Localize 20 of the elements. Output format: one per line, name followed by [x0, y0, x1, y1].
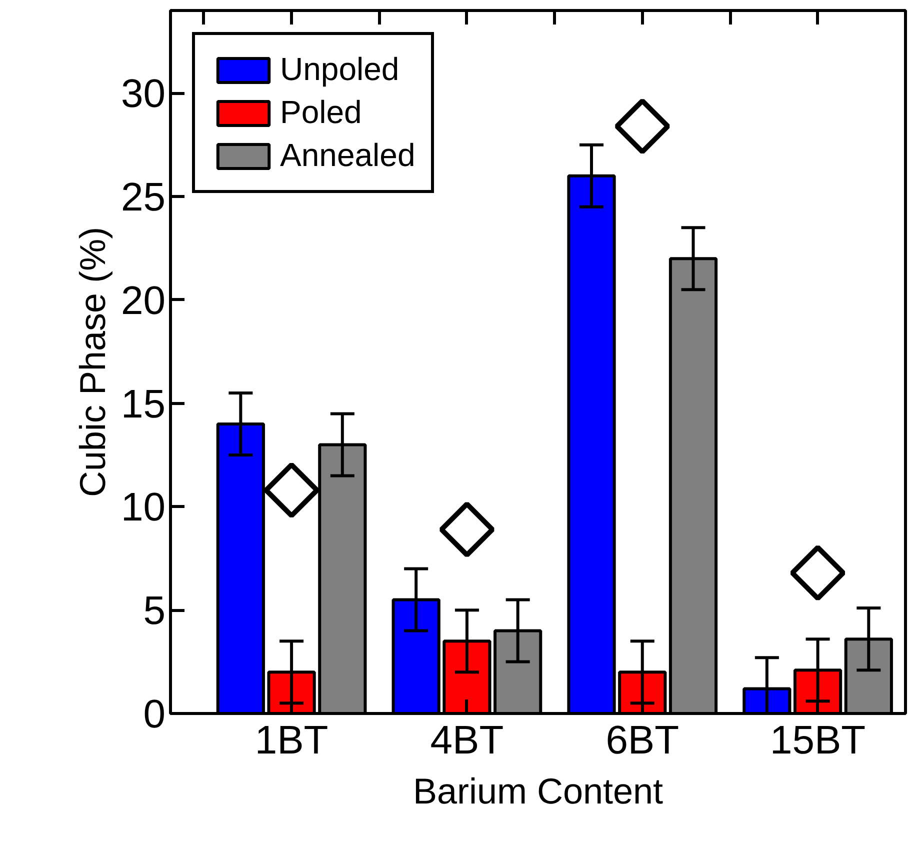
y-axis-title: Cubic Phase (%): [72, 226, 114, 498]
legend-label: Poled: [280, 94, 362, 131]
y-tick-label: 10: [121, 486, 166, 530]
x-tick-label: 15BT: [770, 718, 866, 762]
legend-label: Unpoled: [280, 51, 400, 88]
x-tick-label: 4BT: [430, 718, 504, 762]
y-tick-label: 30: [121, 72, 166, 116]
point: [439, 502, 495, 558]
x-tick-label: 6BT: [606, 718, 680, 762]
x-axis-title: Barium Content: [412, 770, 664, 812]
point: [790, 544, 846, 601]
legend-label: Annealed: [280, 137, 416, 174]
point: [614, 98, 670, 154]
point: [264, 462, 320, 518]
y-tick-label: 5: [143, 589, 166, 634]
y-tick-label: 25: [121, 176, 166, 220]
x-tick-label: 1BT: [254, 718, 328, 762]
y-tick-label: 15: [121, 382, 166, 426]
y-tick-label: 20: [121, 278, 166, 323]
y-tick-label: 0: [143, 692, 166, 736]
